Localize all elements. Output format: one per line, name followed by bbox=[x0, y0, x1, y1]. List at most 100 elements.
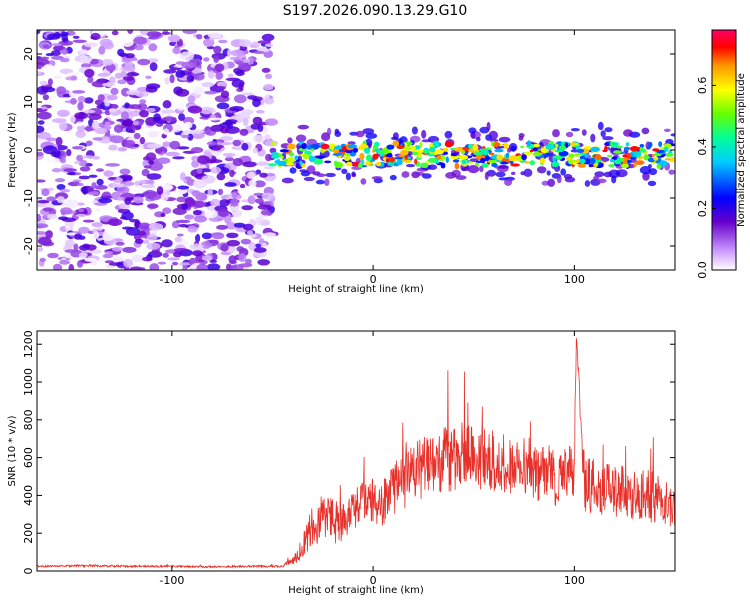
spectrogram-blob bbox=[37, 151, 44, 157]
spectrogram-blob bbox=[146, 83, 161, 90]
spectrogram-blob bbox=[220, 251, 232, 256]
spectrogram-blob bbox=[239, 183, 246, 189]
spectrogram-blob bbox=[250, 123, 261, 130]
spectrogram-y-tick-label: -10 bbox=[22, 189, 35, 207]
spectrogram-halo bbox=[392, 132, 399, 140]
spectrogram-blob bbox=[260, 209, 271, 216]
spectrogram-signal bbox=[491, 162, 498, 168]
spectrogram-signal bbox=[372, 153, 379, 160]
spectrogram-blob bbox=[239, 128, 249, 136]
spectrogram-halo bbox=[600, 130, 606, 138]
spectrogram-signal bbox=[508, 155, 518, 162]
spectrogram-signal bbox=[429, 146, 436, 153]
spectrogram-y-tick-label: 20 bbox=[22, 47, 35, 61]
spectrogram-halo bbox=[300, 170, 311, 177]
spectrogram-blob bbox=[140, 184, 156, 189]
spectrogram-blob bbox=[133, 36, 148, 45]
spectrogram-blob bbox=[102, 58, 114, 66]
spectrogram-blob bbox=[52, 263, 63, 270]
spectrogram-signal bbox=[509, 160, 514, 165]
spectrogram-blob bbox=[91, 182, 97, 189]
spectrogram-blob bbox=[230, 198, 239, 207]
spectrogram-blob bbox=[162, 252, 169, 258]
spectrogram-blob bbox=[114, 72, 122, 79]
spectrogram-x-tick-label: 0 bbox=[370, 273, 377, 286]
spectrogram-blob bbox=[213, 45, 222, 54]
spectrogram-blob bbox=[235, 70, 245, 77]
spectrogram-blob bbox=[96, 178, 104, 186]
spectrogram-blob bbox=[81, 186, 88, 195]
spectrogram-blob bbox=[156, 186, 164, 195]
spectrogram-blob bbox=[220, 90, 230, 99]
spectrogram-halo bbox=[479, 165, 484, 173]
spectrogram-signal bbox=[607, 154, 613, 158]
spectrogram-blob bbox=[56, 196, 65, 204]
spectrogram-blob bbox=[88, 174, 98, 178]
spectrogram-blob bbox=[55, 136, 63, 146]
spectrogram-blob bbox=[147, 58, 159, 63]
spectrogram-blob bbox=[128, 104, 142, 110]
spectrogram-blob bbox=[259, 172, 268, 178]
spectrogram-blob bbox=[252, 147, 258, 154]
spectrogram-blob bbox=[232, 139, 242, 147]
spectrogram-signal bbox=[301, 143, 307, 150]
spectrogram-blob bbox=[66, 149, 72, 157]
spectrogram-blob bbox=[253, 180, 266, 188]
spectrogram-halo bbox=[484, 171, 489, 181]
spectrogram-blob bbox=[41, 106, 48, 110]
spectrogram-blob bbox=[92, 211, 105, 218]
spectrogram-blob bbox=[63, 168, 77, 173]
spectrogram-blob bbox=[211, 232, 225, 240]
snr-x-tick-label: -100 bbox=[159, 574, 184, 587]
spectrogram-blob bbox=[226, 119, 238, 124]
spectrogram-halo bbox=[668, 169, 675, 175]
spectrogram-signal bbox=[423, 148, 430, 154]
spectrogram-blob bbox=[265, 73, 272, 80]
spectrogram-signal bbox=[521, 154, 527, 161]
spectrogram-signal bbox=[651, 154, 655, 157]
spectrogram-blob bbox=[94, 127, 108, 134]
spectrogram-blob bbox=[148, 223, 164, 231]
spectrogram-signal bbox=[503, 142, 509, 149]
spectrogram-blob bbox=[84, 97, 94, 104]
spectrogram-signal bbox=[389, 156, 395, 163]
spectrogram-signal bbox=[488, 152, 495, 156]
spectrogram-signal bbox=[404, 146, 413, 151]
spectrogram-blob bbox=[252, 134, 266, 144]
spectrogram-blob bbox=[237, 63, 252, 71]
spectrogram-blob bbox=[74, 233, 82, 240]
spectrogram-signal bbox=[653, 156, 659, 161]
spectrogram-blob bbox=[37, 125, 45, 134]
spectrogram-blob bbox=[120, 38, 134, 47]
spectrogram-blob bbox=[84, 258, 97, 262]
spectrogram-blob bbox=[91, 222, 103, 228]
spectrogram-halo bbox=[581, 129, 587, 136]
spectrogram-blob bbox=[39, 80, 48, 86]
spectrogram-signal bbox=[482, 146, 486, 150]
spectrogram-blob bbox=[54, 31, 61, 38]
spectrogram-signal bbox=[533, 143, 540, 148]
spectrogram-blob bbox=[47, 78, 53, 86]
spectrogram-signal bbox=[480, 149, 489, 156]
spectrogram-signal bbox=[377, 150, 385, 155]
spectrogram-blob bbox=[229, 260, 237, 265]
spectrogram-blob bbox=[207, 188, 213, 196]
spectrogram-halo bbox=[445, 172, 457, 179]
spectrogram-blob bbox=[230, 49, 245, 57]
spectrogram-x-tick-label: -100 bbox=[159, 273, 184, 286]
spectrogram-blob bbox=[81, 63, 92, 69]
snr-x-tick-label: 0 bbox=[370, 574, 377, 587]
spectrogram-blob bbox=[120, 111, 129, 121]
spectrogram-blob bbox=[203, 38, 215, 47]
spectrogram-signal bbox=[412, 151, 420, 156]
spectrogram-blob bbox=[209, 259, 218, 263]
spectrogram-blob bbox=[133, 132, 141, 140]
spectrogram-blob bbox=[109, 135, 125, 144]
spectrogram-blob bbox=[45, 137, 58, 142]
spectrogram-blob bbox=[175, 219, 191, 224]
spectrogram-signal bbox=[577, 163, 586, 168]
spectrogram-blob bbox=[257, 204, 272, 210]
spectrogram-blob bbox=[84, 42, 99, 48]
spectrogram-halo bbox=[324, 178, 330, 186]
spectrogram-blob bbox=[147, 203, 159, 209]
